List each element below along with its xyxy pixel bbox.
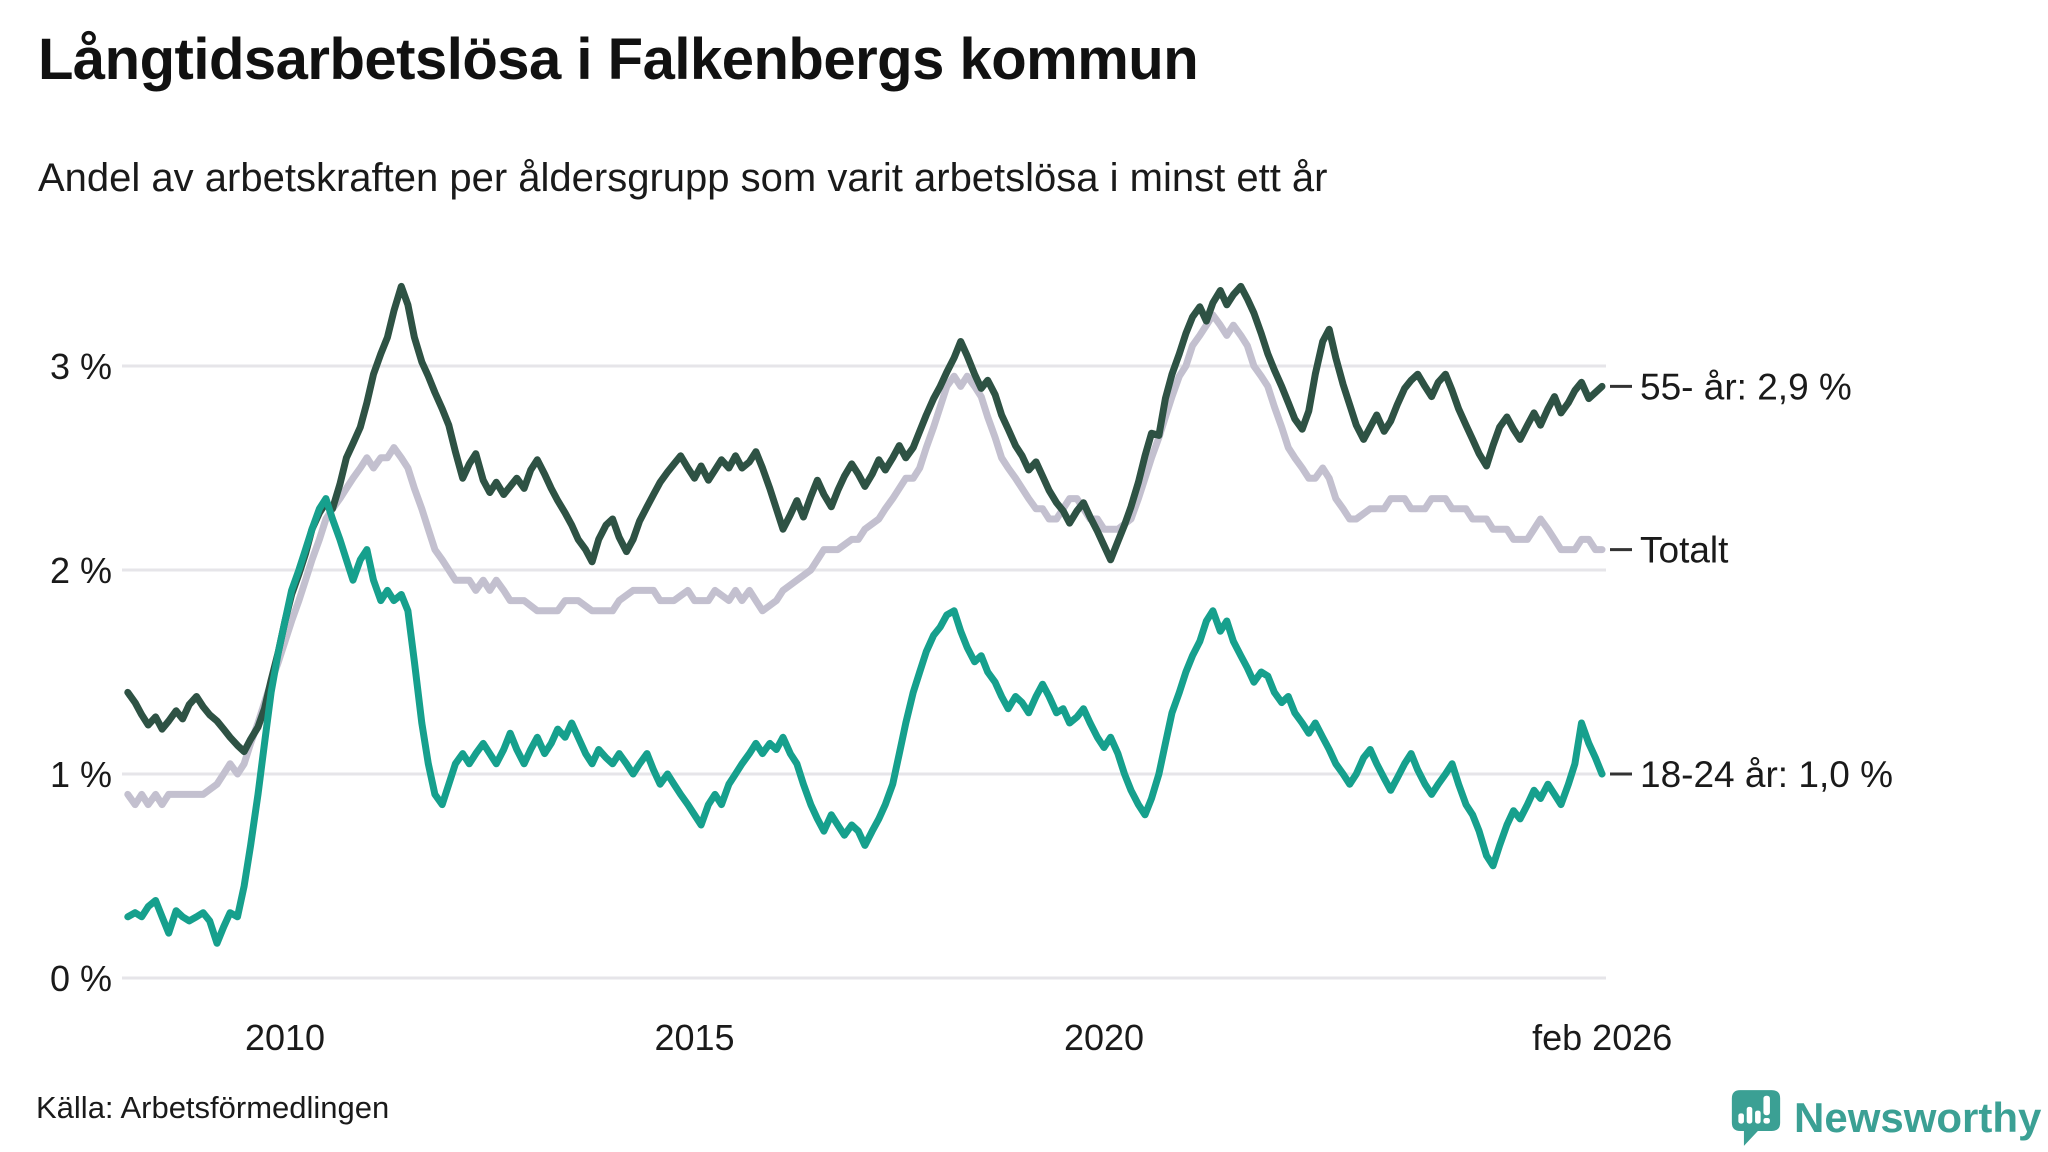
series-line-18-24-r: [124, 495, 1606, 947]
series-end-label-totalt: Totalt: [1640, 530, 1729, 571]
series-end-label-55-r: 55- år: 2,9 %: [1640, 366, 1852, 407]
y-axis-tick-label: 2 %: [50, 550, 112, 591]
source-note: Källa: Arbetsförmedlingen: [36, 1090, 390, 1125]
y-axis-tick-label: 0 %: [50, 958, 112, 999]
bar-chart-speech-bubble-icon: [1731, 1090, 1781, 1146]
brand-name: Newsworthy: [1794, 1094, 2042, 1141]
y-axis-tick-label: 3 %: [50, 346, 112, 387]
y-axis-tick-label: 1 %: [50, 754, 112, 795]
x-axis-tick-label: 2015: [654, 1017, 734, 1058]
x-axis-tick-label: 2020: [1064, 1017, 1144, 1058]
page-title: Långtidsarbetslösa i Falkenbergs kommun: [38, 27, 1199, 92]
series-line-55-r: [124, 282, 1606, 756]
chart-subtitle: Andel av arbetskraften per åldersgrupp s…: [38, 156, 1328, 200]
x-axis-tick-label: feb 2026: [1532, 1017, 1672, 1058]
x-axis-tick-label: 2010: [245, 1017, 325, 1058]
brand-logo: Newsworthy: [1730, 1088, 2041, 1148]
series-end-label-18-24-r: 18-24 år: 1,0 %: [1640, 754, 1893, 795]
series-line-totalt: [124, 311, 1606, 809]
